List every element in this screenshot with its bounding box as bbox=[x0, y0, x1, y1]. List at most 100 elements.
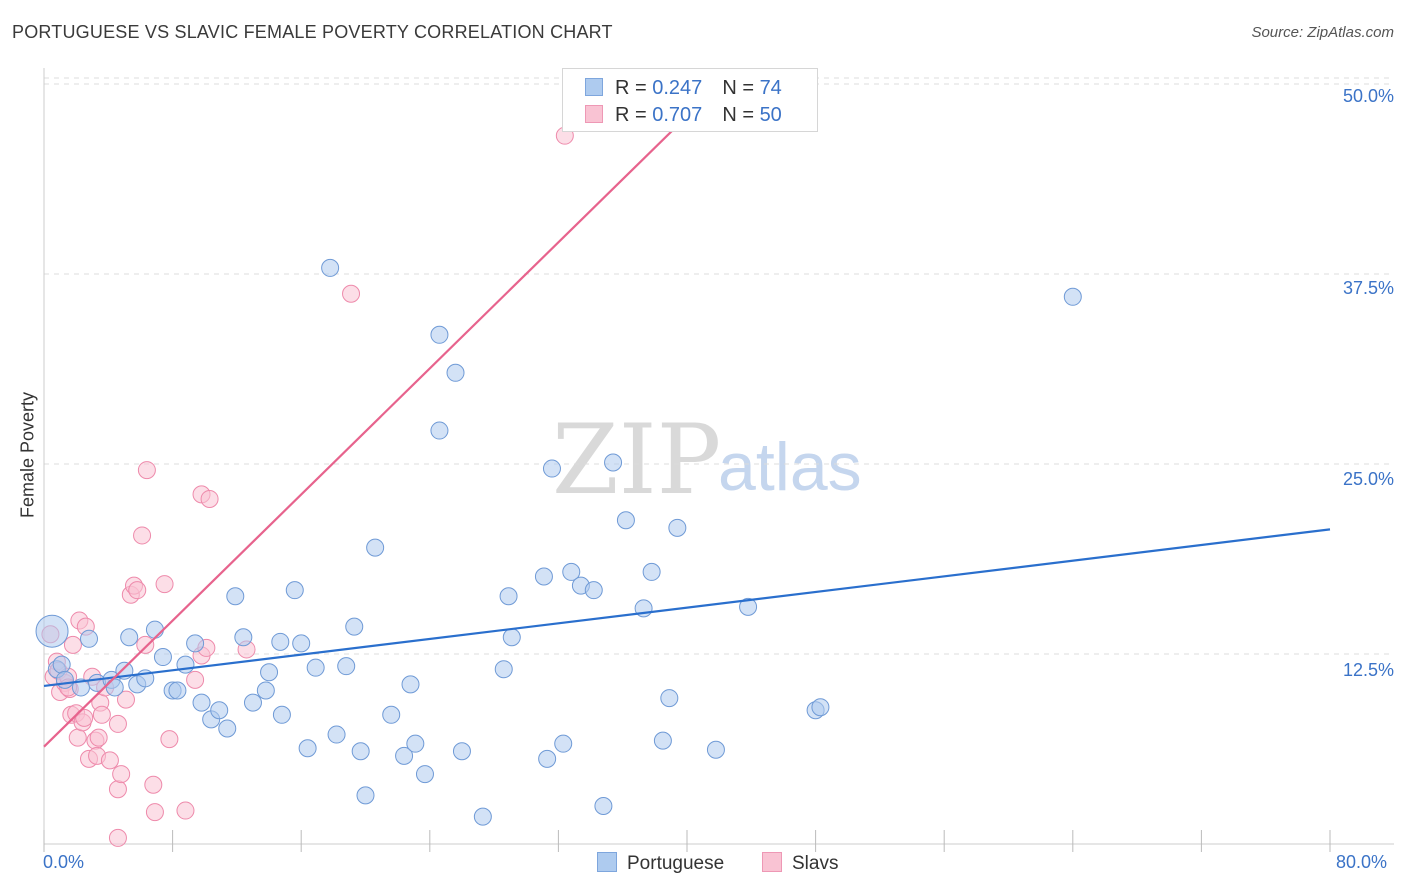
portuguese-point bbox=[176, 655, 195, 674]
slavs-point bbox=[136, 635, 155, 654]
portuguese-point bbox=[35, 614, 69, 648]
y-tick-label: 37.5% bbox=[1342, 278, 1394, 298]
slavs-point bbox=[116, 690, 135, 709]
portuguese-point bbox=[604, 453, 623, 472]
portuguese-point bbox=[153, 648, 172, 667]
portuguese-point bbox=[298, 739, 317, 758]
portuguese-point bbox=[210, 701, 229, 720]
y-axis-label: Female Poverty bbox=[17, 391, 38, 519]
portuguese-point bbox=[706, 740, 725, 759]
portuguese-point bbox=[452, 742, 471, 761]
portuguese-point bbox=[351, 742, 370, 761]
portuguese-point bbox=[243, 693, 262, 712]
portuguese-point bbox=[538, 749, 557, 768]
portuguese-point bbox=[534, 567, 553, 586]
portuguese-point bbox=[192, 693, 211, 712]
watermark-atlas: atlas bbox=[718, 429, 862, 505]
portuguese-point bbox=[642, 562, 661, 581]
portuguese-point bbox=[494, 660, 513, 679]
portuguese-point bbox=[345, 617, 364, 636]
slavs-point bbox=[145, 803, 164, 822]
portuguese-point bbox=[499, 587, 518, 606]
portuguese-point bbox=[430, 325, 449, 344]
watermark-zip: ZIP bbox=[552, 404, 721, 516]
portuguese-point bbox=[321, 258, 340, 277]
slavs-point bbox=[200, 489, 219, 508]
portuguese-point bbox=[52, 655, 71, 674]
slavs-point bbox=[92, 705, 111, 724]
portuguese-point bbox=[446, 363, 465, 382]
x-tick-label: 80.0% bbox=[1336, 852, 1388, 872]
portuguese-point bbox=[327, 725, 346, 744]
portuguese-point bbox=[502, 628, 521, 647]
legend-item-portuguese: Portuguese bbox=[597, 852, 724, 875]
portuguese-point bbox=[218, 719, 237, 738]
portuguese-point bbox=[562, 562, 581, 581]
legend-item-slavs: Slavs bbox=[762, 852, 838, 875]
portuguese-point bbox=[292, 634, 311, 653]
portuguese-point bbox=[256, 681, 275, 700]
r-value: 0.247 bbox=[652, 77, 703, 99]
portuguese-swatch bbox=[597, 852, 617, 872]
y-tick-label: 50.0% bbox=[1342, 86, 1394, 106]
portuguese-point bbox=[168, 681, 187, 700]
slavs-point bbox=[100, 751, 119, 770]
slavs-point bbox=[128, 581, 147, 600]
slavs-point bbox=[160, 730, 179, 749]
slavs-trendline bbox=[43, 107, 696, 748]
portuguese-point bbox=[430, 421, 449, 440]
y-tick-label: 12.5% bbox=[1342, 660, 1394, 680]
x-tick-label: 0.0% bbox=[43, 852, 85, 872]
trendlines bbox=[43, 107, 1331, 748]
slavs-point bbox=[137, 461, 156, 480]
portuguese-point bbox=[234, 628, 253, 647]
portuguese-point bbox=[337, 657, 356, 676]
slavs-point bbox=[342, 284, 361, 303]
portuguese-point bbox=[186, 634, 205, 653]
slavs-point bbox=[89, 728, 108, 747]
portuguese-point bbox=[382, 705, 401, 724]
portuguese-point bbox=[395, 746, 414, 765]
portuguese-point bbox=[145, 620, 164, 639]
portuguese-point bbox=[1063, 287, 1082, 306]
portuguese-point bbox=[415, 765, 434, 784]
y-tick-label: 25.0% bbox=[1342, 469, 1394, 489]
portuguese-point bbox=[739, 597, 758, 616]
n-value: 74 bbox=[759, 77, 782, 99]
portuguese-trendline bbox=[43, 528, 1331, 688]
portuguese-point bbox=[55, 670, 74, 689]
legend-label: Portuguese bbox=[627, 853, 725, 874]
slavs-point bbox=[133, 526, 152, 545]
r-value: 0.707 bbox=[652, 104, 703, 126]
portuguese-point bbox=[366, 538, 385, 557]
axes bbox=[43, 68, 1394, 852]
portuguese-point bbox=[653, 731, 672, 750]
n-value: 50 bbox=[759, 104, 782, 126]
slavs-point bbox=[63, 635, 82, 654]
portuguese-point bbox=[105, 678, 124, 697]
slavs-point bbox=[176, 801, 195, 820]
slavs-swatch bbox=[762, 852, 782, 872]
portuguese-swatch bbox=[585, 78, 603, 96]
n-label: N = bbox=[722, 104, 760, 126]
slavs-point bbox=[112, 765, 131, 784]
portuguese-point bbox=[594, 797, 613, 815]
slavs-point bbox=[68, 728, 87, 747]
watermark: ZIP atlas bbox=[552, 404, 862, 516]
portuguese-point bbox=[272, 705, 291, 724]
slavs-point bbox=[155, 575, 174, 594]
portuguese-point bbox=[668, 518, 687, 537]
portuguese-point bbox=[306, 658, 325, 677]
portuguese-point bbox=[406, 734, 425, 753]
portuguese-point bbox=[554, 734, 573, 753]
source-label: Source: ZipAtlas.com bbox=[1251, 24, 1394, 41]
portuguese-point bbox=[811, 698, 830, 717]
n-label: N = bbox=[722, 77, 760, 99]
portuguese-point bbox=[473, 807, 492, 826]
slavs-point bbox=[108, 714, 127, 733]
portuguese-point bbox=[226, 587, 245, 606]
portuguese-point bbox=[80, 629, 99, 648]
r-label: R = bbox=[615, 104, 653, 126]
portuguese-point bbox=[584, 581, 603, 600]
